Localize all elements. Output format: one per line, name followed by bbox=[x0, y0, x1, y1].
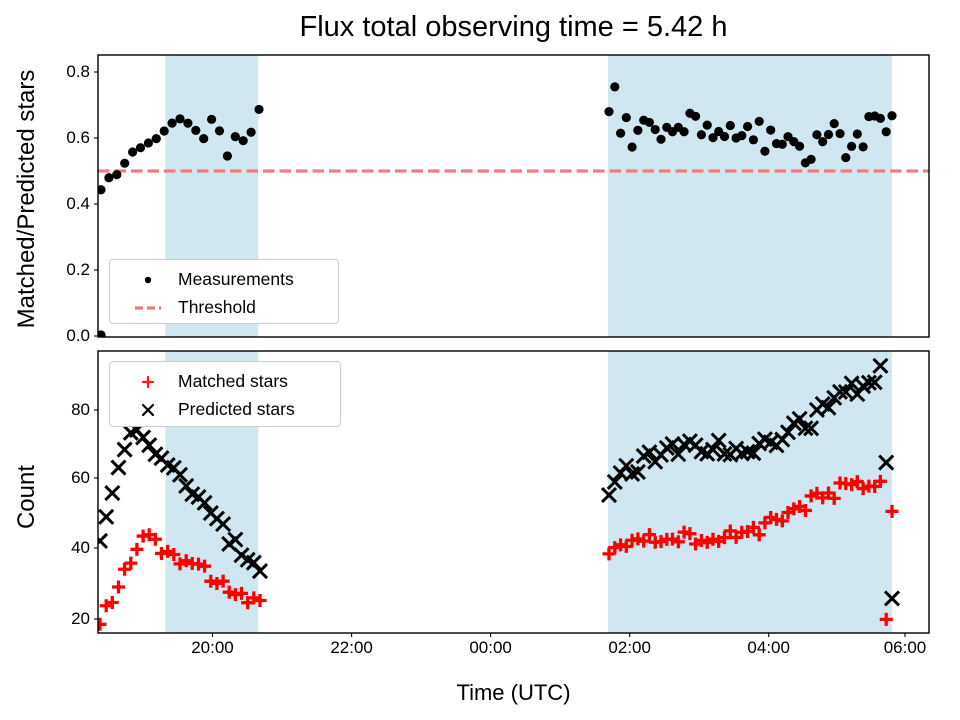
svg-text:20: 20 bbox=[71, 609, 90, 628]
svg-text:06:00: 06:00 bbox=[884, 638, 927, 657]
svg-text:00:00: 00:00 bbox=[469, 638, 512, 657]
svg-text:04:00: 04:00 bbox=[747, 638, 790, 657]
svg-text:0.6: 0.6 bbox=[66, 128, 90, 147]
svg-text:80: 80 bbox=[71, 400, 90, 419]
svg-text:Matched/Predicted stars: Matched/Predicted stars bbox=[13, 70, 40, 329]
svg-text:Count: Count bbox=[13, 465, 40, 529]
svg-text:40: 40 bbox=[71, 538, 90, 557]
svg-text:Time (UTC): Time (UTC) bbox=[456, 680, 570, 705]
svg-text:0.0: 0.0 bbox=[66, 326, 90, 345]
svg-text:02:00: 02:00 bbox=[608, 638, 651, 657]
svg-text:Flux total observing time = 5.: Flux total observing time = 5.42 h bbox=[300, 11, 728, 43]
svg-text:20:00: 20:00 bbox=[191, 638, 234, 657]
svg-text:0.8: 0.8 bbox=[66, 62, 90, 81]
svg-text:0.2: 0.2 bbox=[66, 260, 90, 279]
svg-text:0.4: 0.4 bbox=[66, 194, 90, 213]
svg-text:60: 60 bbox=[71, 468, 90, 487]
svg-text:22:00: 22:00 bbox=[330, 638, 373, 657]
